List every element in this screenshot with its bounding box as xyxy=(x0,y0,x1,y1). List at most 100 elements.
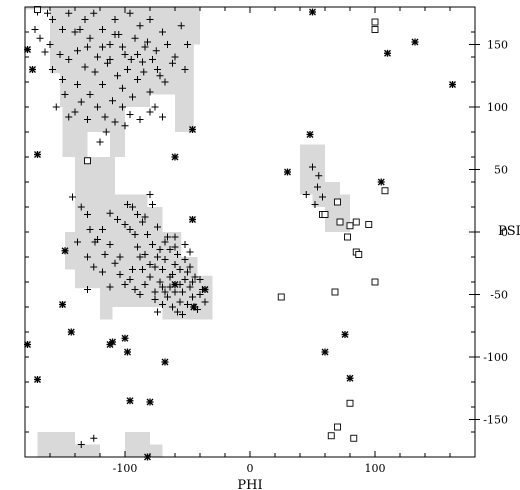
plus-point-170 xyxy=(151,296,159,303)
square-point-21 xyxy=(334,423,341,431)
plus-point-45 xyxy=(151,103,159,111)
plus-point-135 xyxy=(129,203,136,211)
plus-point-137 xyxy=(161,238,169,246)
plus-point-109 xyxy=(151,288,159,296)
plus-point-155 xyxy=(171,288,179,296)
allowed-region-2 xyxy=(65,157,213,320)
plus-point-141 xyxy=(181,256,189,263)
asterisk-point-19 xyxy=(190,303,198,311)
asterisk-point-18 xyxy=(171,153,179,161)
plus-point-20 xyxy=(131,34,139,42)
plus-point-15 xyxy=(106,41,114,48)
plus-point-40 xyxy=(124,66,131,73)
plus-point-12 xyxy=(90,9,98,17)
plus-point-157 xyxy=(189,278,196,286)
plus-point-47 xyxy=(161,78,169,86)
plus-point-85 xyxy=(77,203,85,211)
plus-point-139 xyxy=(171,233,179,241)
plus-point-3 xyxy=(46,41,54,48)
square-point-17 xyxy=(371,278,379,286)
plus-point-1 xyxy=(31,26,39,33)
square-point-4 xyxy=(371,26,379,33)
plus-point-21 xyxy=(136,22,144,30)
plus-point-55 xyxy=(101,113,109,121)
plus-point-100 xyxy=(121,221,129,228)
plus-point-64 xyxy=(121,122,129,130)
plus-point-78 xyxy=(41,48,49,56)
plus-point-151 xyxy=(151,263,159,271)
allowed-region-5 xyxy=(125,432,163,457)
plus-point-184 xyxy=(90,434,98,442)
asterisk-point-8 xyxy=(67,328,75,336)
plus-point-105 xyxy=(136,253,144,261)
plus-point-104 xyxy=(134,243,141,251)
plus-point-86 xyxy=(84,211,91,218)
plus-point-28 xyxy=(49,66,56,73)
asterisk-point-23 xyxy=(309,8,316,16)
plus-point-91 xyxy=(90,263,98,271)
plus-point-57 xyxy=(119,103,126,111)
plus-point-62 xyxy=(96,138,104,146)
plus-point-118 xyxy=(176,298,184,306)
asterisk-point-14 xyxy=(146,398,154,406)
plus-point-147 xyxy=(174,308,181,316)
plus-point-164 xyxy=(101,251,109,258)
plus-point-74 xyxy=(99,43,106,51)
plus-point-121 xyxy=(184,301,191,308)
asterisk-point-16 xyxy=(161,358,169,366)
plus-point-110 xyxy=(156,278,164,286)
plus-point-146 xyxy=(169,303,176,311)
plus-point-43 xyxy=(140,68,148,76)
plus-point-52 xyxy=(77,98,85,106)
plus-point-129 xyxy=(159,301,166,308)
plus-point-150 xyxy=(156,246,164,253)
plus-point-148 xyxy=(179,311,186,318)
plus-point-34 xyxy=(91,68,99,76)
plus-point-153 xyxy=(146,261,154,268)
plus-point-35 xyxy=(99,81,106,88)
plus-point-19 xyxy=(126,9,134,17)
asterisk-point-20 xyxy=(189,126,196,133)
asterisk-point-24 xyxy=(306,131,314,138)
plus-point-103 xyxy=(131,231,139,238)
x-tick-label: 100 xyxy=(365,462,386,475)
plus-point-44 xyxy=(146,88,154,96)
square-point-2 xyxy=(84,157,91,165)
plus-point-156 xyxy=(184,268,191,276)
plus-point-69 xyxy=(134,51,141,58)
asterisk-point-7 xyxy=(59,301,66,308)
plus-point-101 xyxy=(126,226,134,233)
plus-point-136 xyxy=(154,223,161,231)
plus-point-49 xyxy=(52,103,60,111)
plus-point-149 xyxy=(164,233,171,241)
plus-point-134 xyxy=(134,211,141,218)
plus-point-54 xyxy=(94,103,101,111)
plus-point-5 xyxy=(59,26,66,33)
plus-point-66 xyxy=(111,31,119,38)
asterisk-point-13 xyxy=(126,397,134,405)
plus-point-163 xyxy=(116,253,124,261)
square-point-16 xyxy=(355,251,363,258)
square-point-6 xyxy=(331,288,339,296)
plus-point-175 xyxy=(181,241,189,248)
plus-point-61 xyxy=(159,113,166,121)
plus-point-98 xyxy=(106,209,114,217)
plus-point-26 xyxy=(164,41,171,48)
plus-point-144 xyxy=(136,291,144,298)
plus-point-50 xyxy=(61,91,69,98)
plus-point-99 xyxy=(114,216,121,223)
plus-point-33 xyxy=(86,91,94,98)
plus-point-82 xyxy=(184,41,191,48)
asterisk-point-29 xyxy=(377,178,385,186)
plus-point-97 xyxy=(126,276,134,283)
asterisk-point-27 xyxy=(341,331,349,338)
asterisk-point-26 xyxy=(321,348,329,356)
asterisk-point-31 xyxy=(411,38,419,46)
plus-point-179 xyxy=(314,183,321,191)
plus-point-102 xyxy=(124,201,131,208)
plus-point-172 xyxy=(106,283,114,291)
plus-point-178 xyxy=(315,172,323,180)
plus-point-81 xyxy=(177,22,185,30)
plus-point-83 xyxy=(181,66,189,73)
